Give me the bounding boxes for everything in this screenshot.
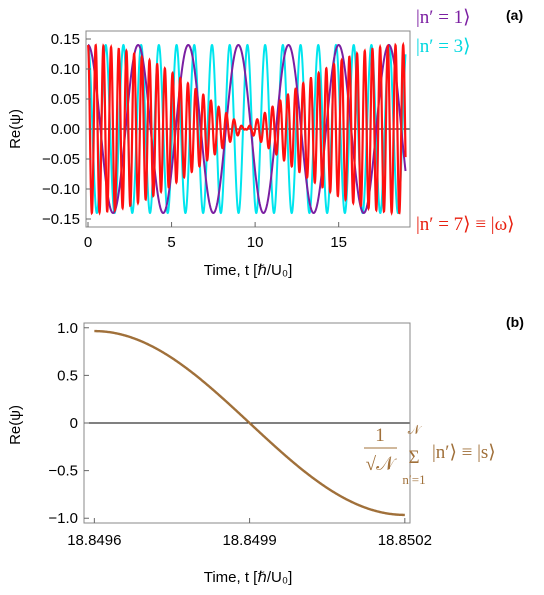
panel-a-y-tick-label: 0.15 [51, 31, 80, 48]
panel-a-y-tick-label: 0.10 [51, 61, 80, 78]
panel-a-y-tick-label: 0.05 [51, 91, 80, 108]
panel-b-x-tick-label: 18.8502 [378, 532, 432, 549]
panel-a-label: (a) [506, 7, 523, 23]
panel-a-y-ticks: 0.15 0.10 0.05 0.00 −0.05 −0.10 −0.15 [42, 31, 91, 228]
panel-b-y-tick-label: −0.5 [48, 463, 78, 480]
panel-b-y-tick-label: 0 [70, 415, 78, 432]
panel-a-series [86, 45, 410, 213]
panel-b-y-tick-label: 0.5 [57, 367, 78, 384]
panel-a-x-label: Time, t [ℏ/U₀] [204, 262, 293, 279]
panel-b-x-tick-label: 18.8496 [67, 532, 121, 549]
panel-a-y-label: Re(ψ) [7, 109, 24, 149]
legend-s-sum-lower: n′=1 [402, 472, 425, 487]
panel-a: (a) 0.15 0.10 0.05 0.00 −0.05 −0.10 −0.15 0 5 10… [7, 7, 523, 279]
panel-a-x-tick-label: 0 [84, 234, 92, 251]
legend-n3: |n′ = 3⟩ [416, 36, 471, 57]
panel-b-y-ticks: 1.0 0.5 0 −0.5 −1.0 [48, 320, 89, 527]
panel-a-y-tick-label: −0.10 [42, 181, 80, 198]
panel-b-y-label: Re(ψ) [7, 405, 24, 445]
legend-s-ket: |n′⟩ ≡ |s⟩ [432, 442, 496, 463]
legend-s-denominator: √𝒩 [366, 454, 397, 475]
panel-b-x-tick-label: 18.8499 [222, 532, 276, 549]
panel-a-x-tick-label: 5 [167, 234, 175, 251]
panel-b-x-label: Time, t [ℏ/U₀] [204, 569, 293, 586]
panel-a-x-tick-label: 15 [330, 234, 347, 251]
panel-a-y-tick-label: 0.00 [51, 121, 80, 138]
legend-s-numerator: 1 [375, 425, 385, 446]
legend-n7: |n′ = 7⟩ ≡ |ω⟩ [416, 214, 515, 235]
legend-n1: |n′ = 1⟩ [416, 7, 471, 28]
legend-s-sum: Σ [408, 447, 419, 468]
panel-a-x-ticks: 0 5 10 15 [84, 222, 347, 251]
panel-b-label: (b) [506, 314, 524, 330]
legend-s-sum-upper: 𝒩 [408, 422, 423, 437]
panel-a-x-tick-label: 10 [247, 234, 264, 251]
panel-b-y-tick-label: −1.0 [48, 510, 78, 527]
panel-a-y-tick-label: −0.15 [42, 211, 80, 228]
legend-s: 1 √𝒩 𝒩 Σ n′=1 |n′⟩ ≡ |s⟩ [364, 422, 496, 487]
panel-b-y-tick-label: 1.0 [57, 320, 78, 337]
panel-b-series [84, 331, 410, 515]
panel-a-y-tick-label: −0.05 [42, 151, 80, 168]
panel-b: (b) 1.0 0.5 0 −0.5 −1.0 18.8496 18.8499 18.850… [7, 314, 524, 586]
